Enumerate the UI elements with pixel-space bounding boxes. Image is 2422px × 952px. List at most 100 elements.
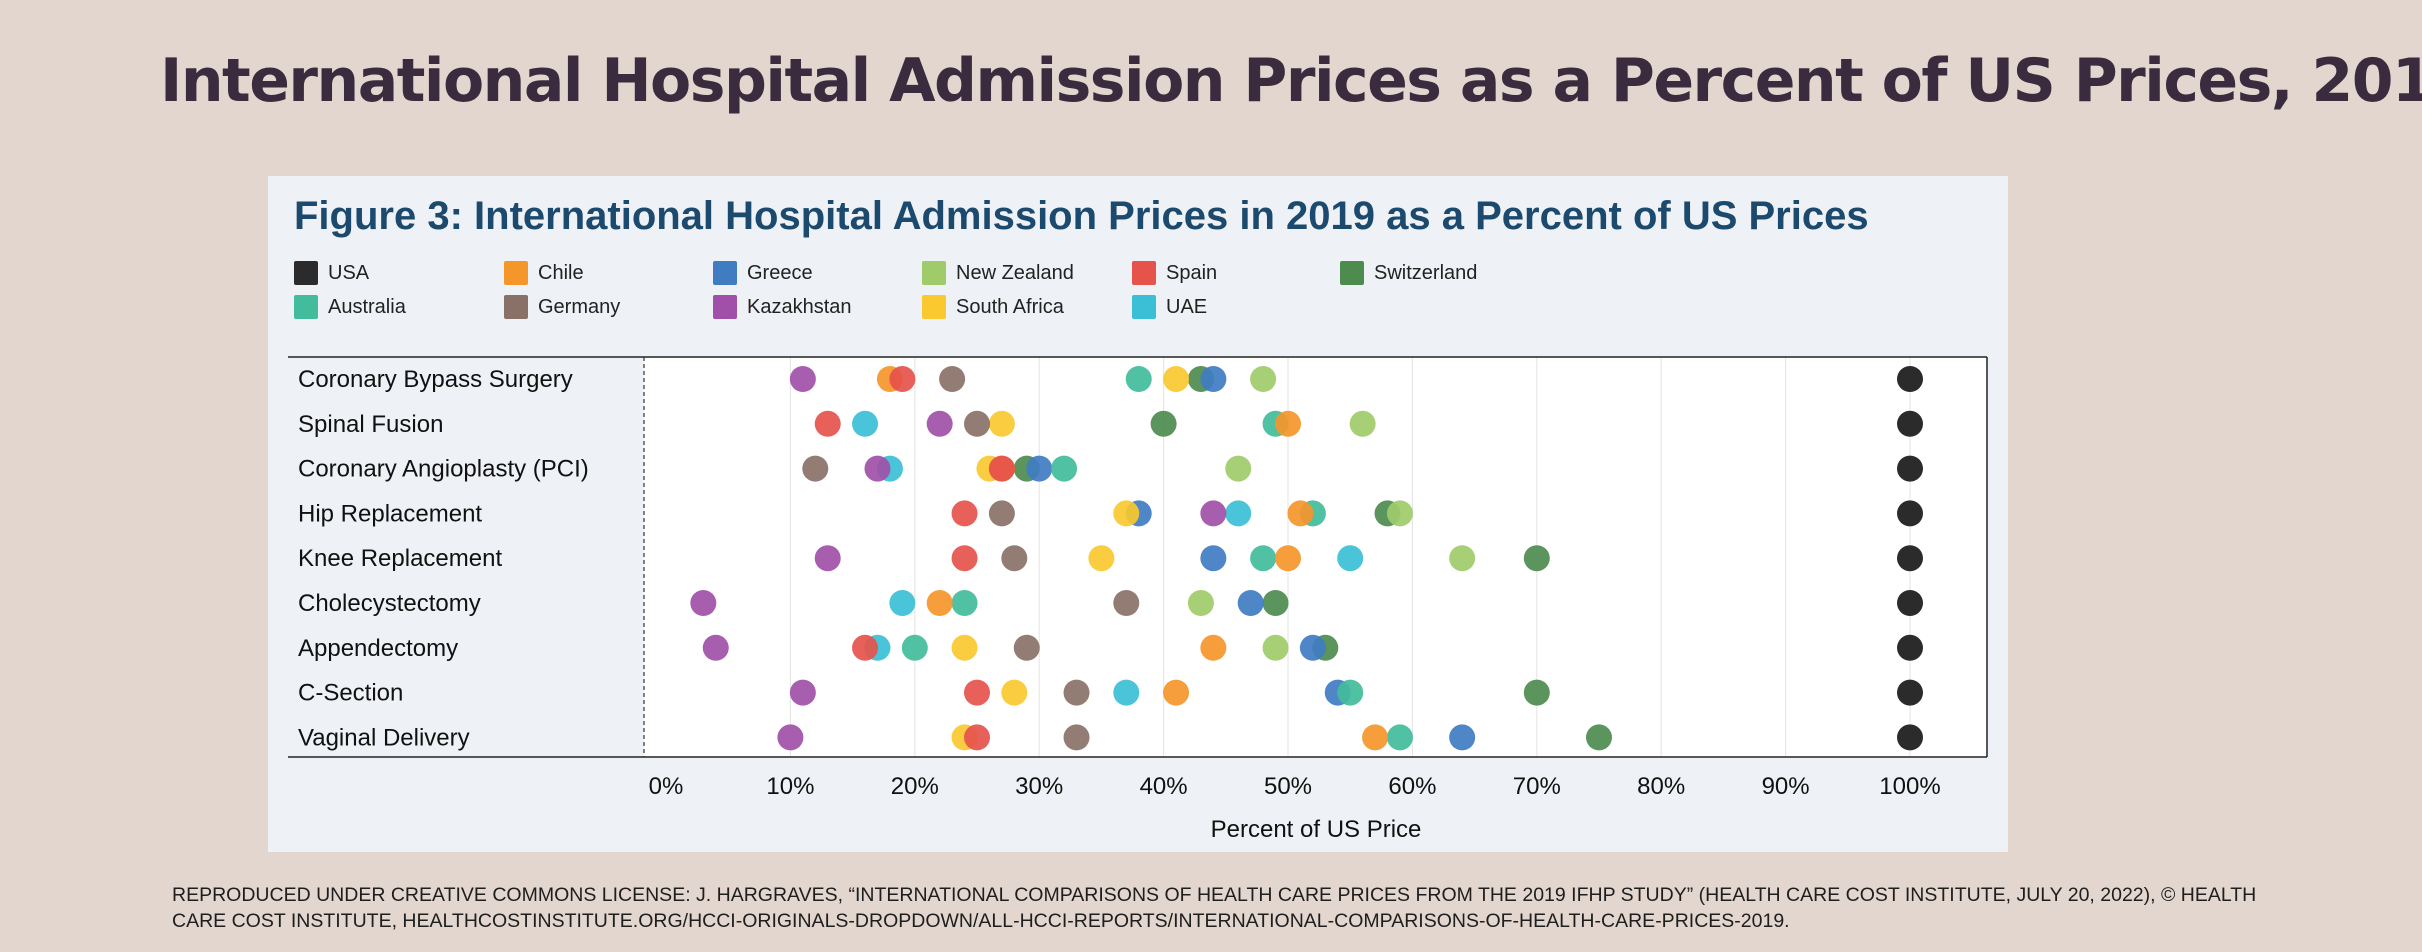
x-tick-label: 80% (1637, 773, 1685, 800)
legend-swatch (922, 261, 946, 285)
x-tick-label: 10% (766, 773, 814, 800)
legend-swatch (922, 295, 946, 319)
legend-swatch (1340, 261, 1364, 285)
page-title: International Hospital Admission Prices … (160, 46, 2422, 116)
legend-item-switzerland: Switzerland (1340, 260, 1477, 286)
data-point-uae (889, 590, 916, 616)
data-point-uae (1225, 500, 1252, 527)
data-point-australia (901, 634, 928, 661)
data-point-usa (1897, 634, 1923, 661)
data-point-switzerland (1523, 679, 1550, 706)
data-point-germany (1113, 590, 1140, 616)
data-point-south-africa (1163, 366, 1190, 392)
data-point-usa (1897, 366, 1923, 392)
data-point-kazakhstan (926, 410, 953, 437)
data-point-south-africa (951, 634, 978, 661)
data-point-greece (1200, 545, 1227, 572)
legend-label: UAE (1166, 295, 1208, 318)
legend-label: Spain (1166, 261, 1218, 284)
legend-item-greece: Greece (713, 260, 813, 286)
data-point-switzerland (1523, 545, 1550, 572)
legend-item-spain: Spain (1132, 260, 1217, 286)
x-tick-label: 60% (1388, 773, 1436, 800)
data-point-new-zealand (1349, 410, 1376, 437)
chart-legend: USA Australia Chile Germany Greece Kazak… (294, 260, 1594, 330)
data-point-greece (1237, 590, 1264, 616)
category-label: Hip Replacement (298, 500, 482, 527)
data-point-new-zealand (1386, 500, 1413, 527)
legend-item-kazakhstan: Kazakhstan (713, 294, 852, 320)
data-point-kazakhstan (1200, 500, 1227, 527)
legend-swatch (294, 261, 318, 285)
category-label: Spinal Fusion (298, 411, 443, 438)
legend-label: Germany (538, 295, 621, 318)
data-point-new-zealand (1225, 455, 1252, 482)
x-tick-label: 90% (1762, 773, 1810, 800)
x-tick-label: 70% (1513, 773, 1561, 800)
data-point-south-africa (1113, 500, 1140, 527)
data-point-spain (951, 500, 978, 527)
data-point-kazakhstan (777, 724, 804, 751)
legend-item-chile: Chile (504, 260, 584, 286)
data-point-spain (889, 366, 916, 392)
category-label: Coronary Angioplasty (PCI) (298, 456, 589, 483)
data-point-australia (951, 590, 978, 616)
category-label: Appendectomy (298, 635, 458, 662)
legend-label: Switzerland (1374, 261, 1478, 284)
legend-swatch (713, 295, 737, 319)
chart-plot: Coronary Bypass Surgery Spinal Fusion Coro… (288, 356, 1988, 843)
data-point-spain (951, 545, 978, 572)
data-point-usa (1897, 724, 1923, 751)
data-point-kazakhstan (814, 545, 841, 572)
x-tick-label: 100% (1879, 773, 1940, 800)
legend-label: USA (328, 261, 370, 284)
data-point-kazakhstan (789, 366, 816, 392)
data-point-kazakhstan (789, 679, 816, 706)
x-tick-label: 0% (649, 773, 684, 800)
data-point-switzerland (1262, 590, 1289, 616)
data-point-south-africa (1088, 545, 1115, 572)
legend-swatch (504, 261, 528, 285)
legend-label: Australia (328, 295, 406, 318)
data-point-spain (988, 455, 1015, 482)
data-point-usa (1897, 590, 1923, 616)
legend-label: Kazakhstan (747, 295, 852, 318)
data-point-kazakhstan (864, 455, 891, 482)
data-point-australia (1386, 724, 1413, 751)
data-point-south-africa (988, 410, 1015, 437)
data-point-new-zealand (1250, 366, 1277, 392)
data-point-uae (852, 410, 879, 437)
legend-swatch (1132, 261, 1156, 285)
x-tick-label: 40% (1140, 773, 1188, 800)
data-point-chile (1275, 545, 1301, 572)
data-point-germany (1013, 634, 1040, 661)
category-label: Knee Replacement (298, 545, 502, 572)
data-point-chile (1200, 634, 1227, 661)
legend-item-uae: UAE (1132, 294, 1207, 320)
legend-label: South Africa (956, 295, 1064, 318)
data-point-chile (1163, 679, 1190, 706)
data-point-chile (1287, 500, 1314, 527)
data-point-uae (1337, 545, 1364, 572)
data-point-usa (1897, 500, 1923, 527)
data-point-switzerland (1586, 724, 1612, 751)
data-point-germany (1063, 679, 1090, 706)
data-point-spain (814, 410, 841, 437)
source-note: REPRODUCED UNDER CREATIVE COMMONS LICENS… (172, 884, 2257, 932)
legend-item-australia: Australia (294, 294, 406, 320)
legend-item-germany: Germany (504, 294, 620, 320)
data-point-germany (964, 410, 990, 437)
data-point-usa (1897, 545, 1923, 572)
x-tick-label: 30% (1015, 773, 1063, 800)
legend-swatch (504, 295, 528, 319)
category-label: Coronary Bypass Surgery (298, 366, 573, 393)
data-point-usa (1897, 410, 1923, 437)
data-point-greece (1449, 724, 1476, 751)
data-point-germany (1001, 545, 1028, 572)
legend-label: New Zealand (956, 261, 1074, 284)
data-point-greece (1026, 455, 1053, 482)
data-point-switzerland (1150, 410, 1177, 437)
data-point-australia (1337, 679, 1364, 706)
data-point-new-zealand (1262, 634, 1289, 661)
data-point-australia (1051, 455, 1078, 482)
